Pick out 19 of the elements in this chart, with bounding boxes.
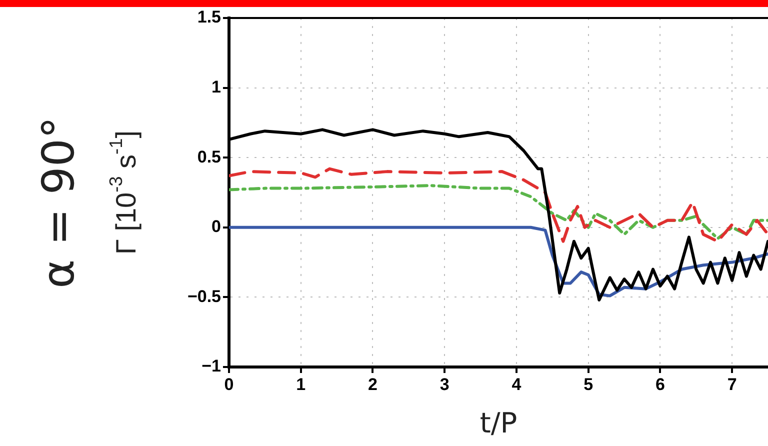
y-tick-label: −0.5 [187, 286, 221, 306]
x-tick-label: 3 [440, 374, 450, 394]
x-tick-label: 1 [296, 374, 306, 394]
line-series [229, 184, 768, 240]
y-tick-label: 1 [212, 77, 221, 96]
x-tick-label: 6 [655, 374, 665, 394]
x-tick-label: 0 [224, 374, 234, 394]
x-tick-label: 7 [727, 374, 737, 394]
x-tick-label: 5 [584, 374, 594, 394]
y-axis-title: Γ [10-3 s-1] [106, 130, 142, 255]
y-tick-label: −1 [202, 356, 221, 376]
x-tick-label: 4 [512, 374, 522, 394]
x-axis-title: t/P [480, 406, 518, 440]
line-series [229, 167, 768, 243]
y-tick-label: 0 [212, 217, 221, 236]
x-tick-label: 2 [368, 374, 378, 394]
y-tick-label: 1.5 [197, 8, 221, 27]
text: α = 90° [33, 116, 84, 288]
y-tick-label: 0.5 [197, 147, 221, 166]
